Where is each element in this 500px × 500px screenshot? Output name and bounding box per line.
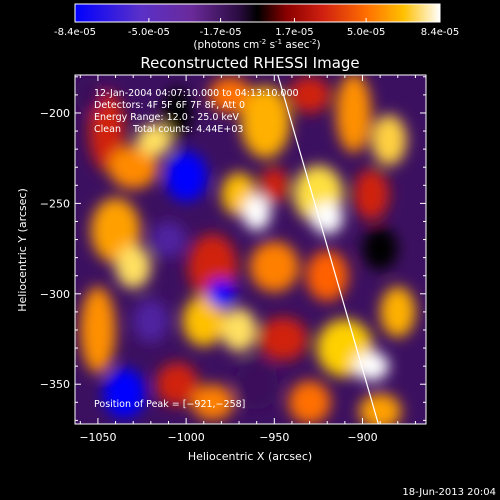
chart-title: Reconstructed RHESSI Image xyxy=(140,54,359,72)
colorbar: -8.4e-05 -5.0e-05 -1.7e-05 1.7e-05 5.0e-05 8.… xyxy=(54,3,459,51)
emission-blob xyxy=(163,87,192,139)
annotation-detectors: Detectors: 4F 5F 6F 7F 8F, Att 0 xyxy=(94,100,245,111)
emission-blob xyxy=(182,295,225,347)
annotation-block: 12-Jan-2004 04:07:10.000 to 04:13:10.000… xyxy=(94,88,299,135)
x-tick-label: −1000 xyxy=(168,431,205,444)
y-tick-label: −350 xyxy=(40,378,70,391)
emission-blob xyxy=(136,123,173,157)
emission-blob xyxy=(258,317,308,361)
emission-blob xyxy=(371,114,407,166)
emission-blob xyxy=(260,167,289,204)
emission-blob xyxy=(353,169,389,220)
emission-blob xyxy=(75,76,104,113)
emission-blob xyxy=(80,286,116,374)
emission-blob xyxy=(207,279,236,309)
emission-blob xyxy=(115,244,151,289)
emission-blob xyxy=(209,76,252,113)
x-axis-label: Heliocentric X (arcsec) xyxy=(188,450,312,463)
emission-blob xyxy=(235,358,278,410)
annotation-time: 12-Jan-2004 04:07:10.000 to 04:13:10.000 xyxy=(94,88,299,99)
emission-blob xyxy=(358,393,402,424)
emission-blob xyxy=(242,194,271,231)
plot-frame xyxy=(74,74,427,425)
colorbar-tick-label: 8.4e-05 xyxy=(421,27,459,38)
colorbar-gradient xyxy=(74,3,441,23)
emission-blob xyxy=(221,308,257,352)
colorbar-tick-label: 5.0e-05 xyxy=(347,27,385,38)
colorbar-tick-label: -5.0e-05 xyxy=(128,27,170,38)
solar-limb-line xyxy=(277,75,379,424)
emission-blob xyxy=(150,221,187,258)
heatmap-image xyxy=(75,75,426,424)
emission-blob xyxy=(133,299,169,343)
y-axis: −350 −300 −250 −200 xyxy=(40,76,426,421)
colorbar-tick-label: 1.7e-05 xyxy=(275,27,313,38)
colorbar-units: (photons cm-2 s-1 asec-2) xyxy=(193,38,320,51)
y-tick-label: −300 xyxy=(40,288,70,301)
emission-blob xyxy=(288,76,331,113)
emission-blob xyxy=(353,351,389,381)
annotation-counts: Clean Total counts: 4.44E+03 xyxy=(94,124,243,135)
y-tick-label: −200 xyxy=(40,107,70,120)
annotation-energy: Energy Range: 12.0 - 25.0 keV xyxy=(94,112,239,123)
y-axis-label: Heliocentric Y (arcsec) xyxy=(16,188,29,312)
colorbar-tick-label: -8.4e-05 xyxy=(54,27,96,38)
x-tick-label: −950 xyxy=(259,431,289,444)
peak-position-label: Position of Peak = [−921,−258] xyxy=(94,399,245,410)
emission-blob xyxy=(362,226,398,271)
colorbar-tick-label: -1.7e-05 xyxy=(200,27,242,38)
colorbar-ticks: -8.4e-05 -5.0e-05 -1.7e-05 1.7e-05 5.0e-05 8.… xyxy=(54,18,459,38)
emission-blob xyxy=(380,286,416,338)
emission-blob xyxy=(103,367,146,419)
emission-blob xyxy=(240,85,291,159)
emission-blob xyxy=(89,91,125,171)
emission-blob xyxy=(306,250,349,302)
x-tick-label: −900 xyxy=(347,431,377,444)
emission-blob xyxy=(156,362,199,406)
emission-blob xyxy=(288,380,331,424)
y-tick-label: −250 xyxy=(40,197,70,210)
x-axis: −1050 −1000 −950 −900 xyxy=(79,75,416,444)
emission-blob xyxy=(108,145,158,189)
render-timestamp: 18-Jun-2013 20:04 xyxy=(402,487,496,498)
emission-blob xyxy=(191,384,234,421)
emission-blob xyxy=(164,150,208,202)
x-tick-label: −1050 xyxy=(79,431,116,444)
emission-blob xyxy=(311,201,344,235)
emission-blob xyxy=(249,241,300,292)
emission-blob xyxy=(336,75,372,153)
